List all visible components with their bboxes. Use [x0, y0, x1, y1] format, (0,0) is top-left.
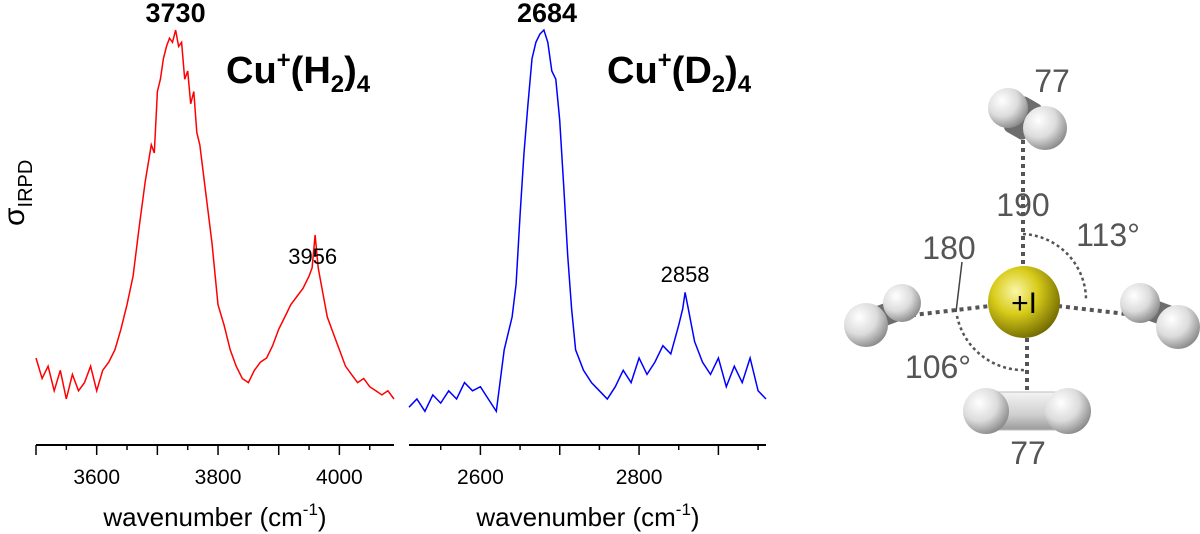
distance-label-cu-top: 190	[996, 187, 1049, 223]
angle-arc-113	[1022, 232, 1088, 301]
y-axis-label: σIRPD	[0, 160, 37, 226]
spectrum-trace-h2	[35, 29, 395, 400]
panel-title-h2: Cu+(H2)4	[226, 47, 371, 98]
peak-label-secondary: 3956	[288, 244, 337, 269]
metal-atom	[988, 266, 1060, 338]
h2-top	[988, 88, 1067, 150]
x-axis-ticks	[439, 445, 759, 455]
y-axis-subscript: IRPD	[15, 160, 37, 208]
panel-title-d2: Cu+(D2)4	[607, 47, 752, 98]
x-axis-ticks	[35, 445, 371, 455]
h2-bottom	[963, 388, 1091, 434]
x-axis-tick-labels: 2600 2800	[457, 466, 662, 489]
peak-label-main: 3730	[146, 0, 206, 28]
x-axis-label: wavenumber (cm-1)	[102, 500, 326, 532]
x-axis-tick-labels: 3600 3800 4000	[73, 466, 362, 489]
h2-right	[1120, 283, 1200, 349]
x-tick-label: 3800	[195, 466, 242, 489]
distance-label-top-h2: 77	[1034, 63, 1070, 99]
h2-left	[844, 284, 921, 347]
distance-label-cu-left: 180	[922, 230, 975, 266]
spectrum-trace-d2	[408, 28, 767, 414]
bond-right	[1057, 304, 1161, 320]
peak-label-secondary: 2858	[661, 262, 710, 287]
angle-label-106: 106°	[905, 349, 971, 385]
molecule-structure: +I 77 190 113° 180 106° 77	[844, 63, 1200, 471]
svg-text:σIRPD: σIRPD	[0, 160, 37, 226]
x-axis-label: wavenumber (cm-1)	[475, 500, 699, 532]
leader-180	[955, 261, 963, 313]
metal-atom-label: +I	[1011, 287, 1037, 320]
angle-arc-106	[955, 315, 1028, 372]
x-tick-label: 4000	[316, 466, 363, 489]
x-tick-label: 2600	[457, 466, 504, 489]
x-tick-label: 2800	[616, 466, 663, 489]
spectrum-panel-h2: 3600 3800 4000 wavenumber (cm-1) Cu+(H2)4 …	[35, 0, 395, 532]
x-tick-label: 3600	[73, 466, 120, 489]
spectrum-panel-d2: 2600 2800 wavenumber (cm-1) Cu+(D2)4 2684…	[408, 0, 767, 532]
y-axis-symbol: σ	[0, 207, 31, 226]
peak-label-main: 2684	[517, 0, 577, 28]
distance-label-bottom-h2: 77	[1010, 435, 1046, 471]
angle-label-113: 113°	[1076, 217, 1140, 253]
